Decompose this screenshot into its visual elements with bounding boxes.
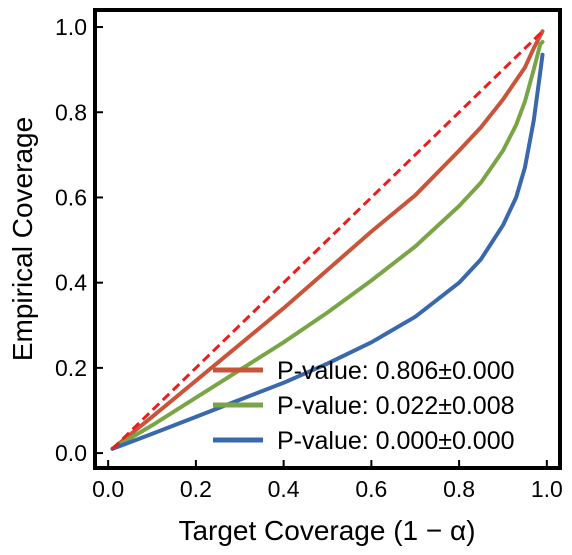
x-tick-label: 0.0 bbox=[92, 476, 124, 502]
x-axis-label: Target Coverage (1 − α) bbox=[178, 515, 475, 546]
y-tick-label: 0.2 bbox=[55, 355, 87, 381]
x-tick-label: 0.6 bbox=[355, 476, 387, 502]
x-tick-label: 0.8 bbox=[443, 476, 475, 502]
plot-area: 0.0 0.2 0.4 0.6 0.8 1.0 0.0 0.2 0.4 0.6 0.8 1.0 bbox=[55, 8, 563, 502]
series-line-1 bbox=[110, 29, 545, 451]
y-tick-label: 0.8 bbox=[55, 99, 87, 125]
y-axis-label: Empirical Coverage bbox=[7, 117, 38, 361]
legend-item-3: P-value: 0.000±0.000 bbox=[213, 427, 515, 455]
series-layer bbox=[110, 29, 545, 451]
reference-diagonal-line bbox=[111, 30, 544, 450]
x-tick-label: 0.2 bbox=[180, 476, 212, 502]
x-tick-label: 1.0 bbox=[531, 476, 563, 502]
ticks-layer: 0.0 0.2 0.4 0.6 0.8 1.0 0.0 0.2 0.4 0.6 0.8 1.0 bbox=[55, 14, 563, 502]
y-tick-label: 0.4 bbox=[55, 270, 87, 296]
legend-label: P-value: 0.000±0.000 bbox=[277, 427, 515, 455]
series-line-2 bbox=[110, 40, 545, 451]
y-tick-label: 0.6 bbox=[55, 184, 87, 210]
legend-item-2: P-value: 0.022±0.008 bbox=[213, 392, 515, 420]
legend-label: P-value: 0.806±0.000 bbox=[277, 357, 515, 385]
y-tick-label: 1.0 bbox=[55, 14, 87, 40]
series-line-3 bbox=[110, 52, 545, 451]
legend-item-1: P-value: 0.806±0.000 bbox=[213, 357, 515, 385]
legend-label: P-value: 0.022±0.008 bbox=[277, 392, 515, 420]
x-tick-label: 0.4 bbox=[268, 476, 300, 502]
plot-frame bbox=[93, 8, 562, 470]
y-tick-label: 0.0 bbox=[55, 440, 87, 466]
legend: P-value: 0.806±0.000 P-value: 0.022±0.008… bbox=[213, 357, 515, 455]
